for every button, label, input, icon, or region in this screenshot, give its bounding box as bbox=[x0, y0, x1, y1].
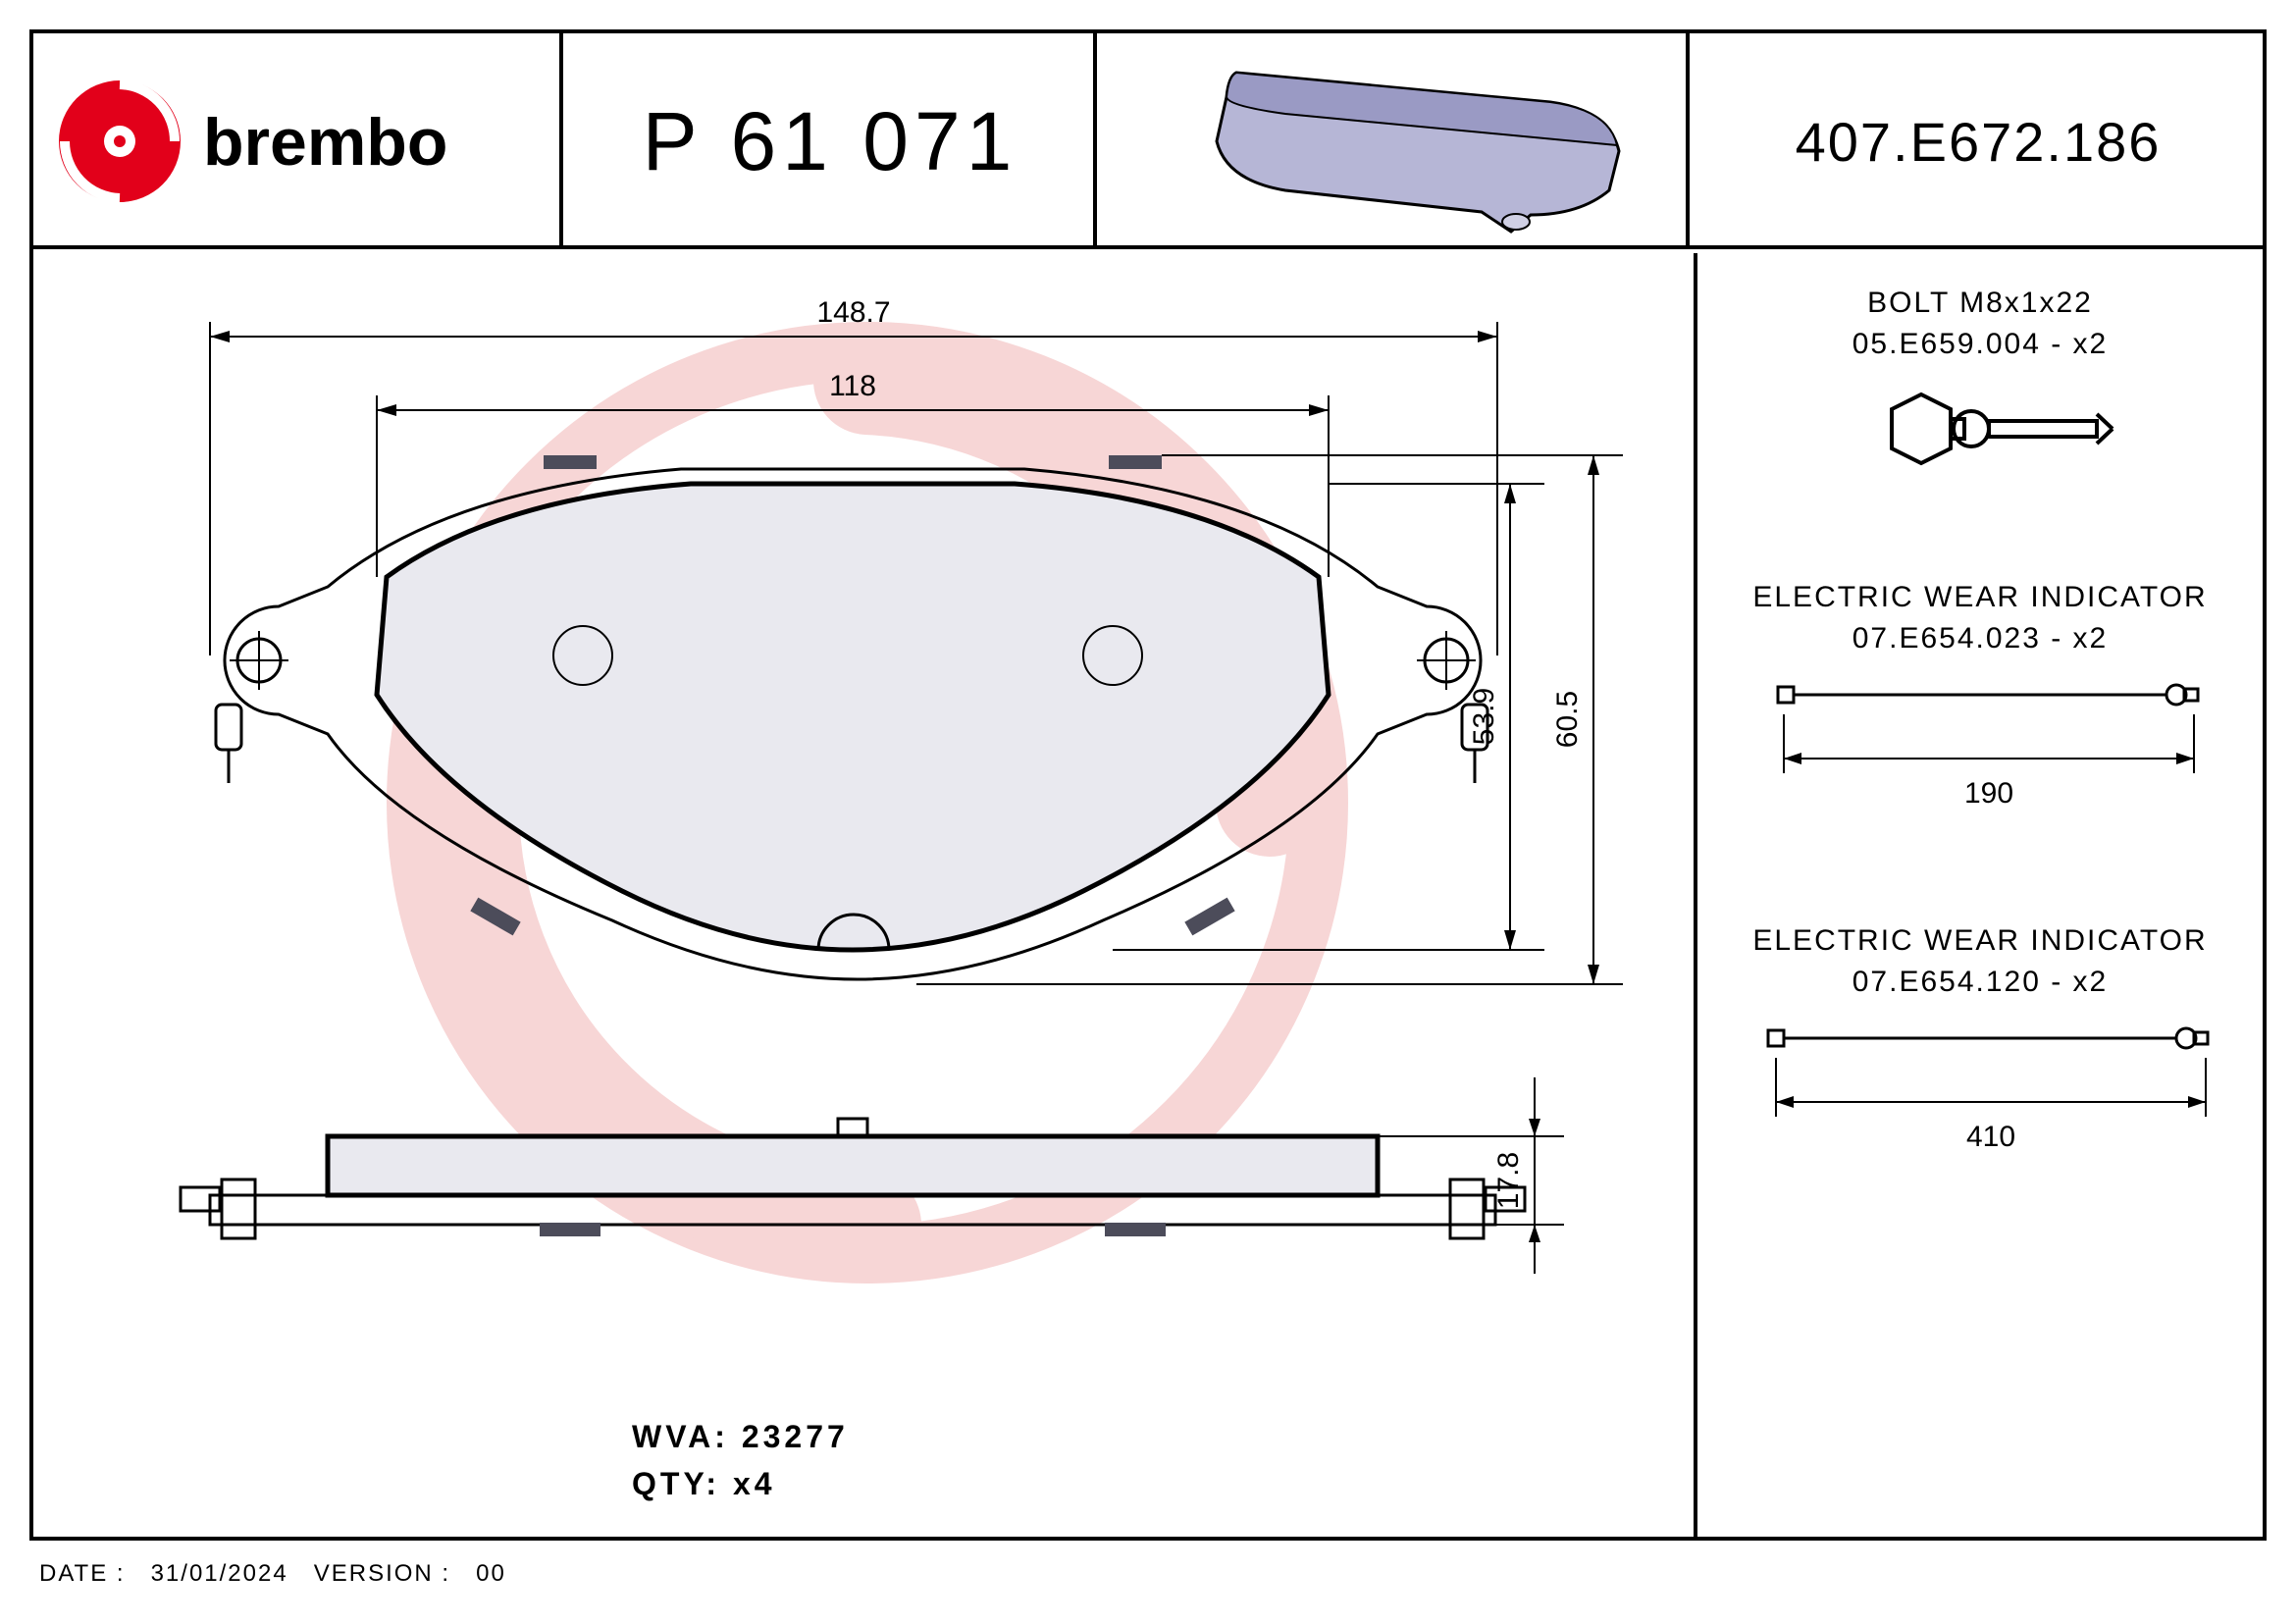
part-number-cell: P 61 071 bbox=[567, 33, 1097, 249]
brake-pad-iso bbox=[1119, 43, 1668, 239]
main-svg: 148.7 118 53.9 bbox=[33, 253, 1694, 1541]
qty-label: QTY: bbox=[632, 1466, 720, 1501]
footer: DATE : 31/01/2024 VERSION : 00 bbox=[39, 1560, 506, 1588]
drawing-code: 407.E672.186 bbox=[1796, 110, 2162, 174]
qty-value: x4 bbox=[733, 1466, 776, 1501]
drawing-code-cell: 407.E672.186 bbox=[1694, 33, 2263, 249]
wear2-length: 410 bbox=[1966, 1121, 2015, 1153]
dim-thickness: 17.8 bbox=[1492, 1152, 1525, 1209]
wva-label: WVA: bbox=[632, 1419, 729, 1454]
footer-version-label: VERSION : bbox=[314, 1560, 450, 1587]
wear-indicator-2-block: ELECTRIC WEAR INDICATOR 07.E654.120 - x2… bbox=[1697, 920, 2263, 1187]
wear2-title: ELECTRIC WEAR INDICATOR bbox=[1697, 920, 2263, 962]
header-row: brembo P 61 071 407.E672.186 bbox=[33, 33, 2263, 249]
footer-version: 00 bbox=[476, 1560, 506, 1587]
wear2-code: 07.E654.120 - x2 bbox=[1697, 962, 2263, 1003]
bottom-info: WVA: 23277 QTY: x4 bbox=[632, 1413, 849, 1507]
bolt-block: BOLT M8x1x22 05.E659.004 - x2 bbox=[1697, 283, 2263, 514]
bolt-title: BOLT M8x1x22 bbox=[1697, 283, 2263, 324]
iso-view-cell bbox=[1101, 33, 1690, 249]
brembo-logo: brembo bbox=[51, 63, 542, 220]
dim-height-overall: 60.5 bbox=[1551, 691, 1584, 748]
wear2-drawing: 410 bbox=[1725, 1009, 2235, 1176]
wear1-title: ELECTRIC WEAR INDICATOR bbox=[1697, 577, 2263, 618]
part-number: P 61 071 bbox=[643, 94, 1018, 189]
dim-width-inner: 118 bbox=[829, 370, 876, 402]
wear-indicator-1-block: ELECTRIC WEAR INDICATOR 07.E654.023 - x2… bbox=[1697, 577, 2263, 844]
bolt-code: 05.E659.004 - x2 bbox=[1697, 324, 2263, 365]
wear1-code: 07.E654.023 - x2 bbox=[1697, 618, 2263, 659]
sidebar: BOLT M8x1x22 05.E659.004 - x2 ELECTRIC W… bbox=[1694, 253, 2263, 1537]
footer-date-label: DATE : bbox=[39, 1560, 126, 1587]
brand-logo-cell: brembo bbox=[33, 33, 563, 249]
dim-width-overall: 148.7 bbox=[816, 296, 890, 329]
dim-height-inner: 53.9 bbox=[1468, 688, 1500, 745]
brand-text: brembo bbox=[203, 105, 447, 180]
bolt-icon bbox=[1774, 375, 2186, 502]
wear1-drawing: 190 bbox=[1725, 665, 2235, 832]
drawing-sheet: brembo P 61 071 407.E672.186 BOLT M8x1x2… bbox=[29, 29, 2267, 1541]
wear1-length: 190 bbox=[1964, 777, 2013, 810]
main-drawing-area: 148.7 118 53.9 bbox=[33, 253, 1694, 1537]
footer-date: 31/01/2024 bbox=[151, 1560, 288, 1587]
wva-value: 23277 bbox=[742, 1419, 849, 1454]
